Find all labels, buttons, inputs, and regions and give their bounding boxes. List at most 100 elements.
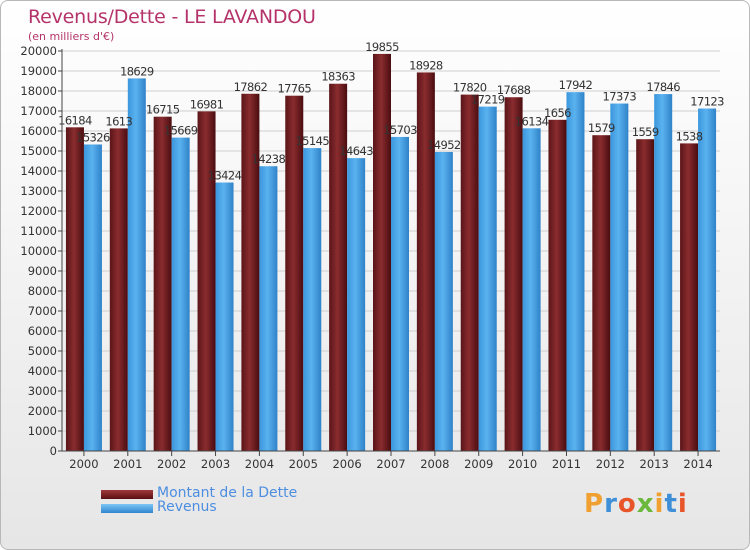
logo-letter: r [604, 489, 618, 519]
bar-revenus [259, 166, 278, 452]
logo-letter: P [584, 489, 605, 519]
x-tick-label: 2002 [157, 457, 186, 471]
data-label: 17765 [277, 82, 311, 96]
y-tick-label: 14000 [20, 164, 57, 178]
bar-revenus [83, 144, 102, 452]
data-label: 16715 [146, 103, 180, 117]
y-tick-label: 2000 [28, 404, 57, 418]
x-tick-label: 2006 [332, 457, 361, 471]
y-tick-label: 9000 [28, 264, 57, 278]
legend-swatch-dette [101, 490, 153, 499]
x-tick-label: 2009 [464, 457, 493, 471]
legend-swatch-revenus [101, 504, 153, 513]
x-tick-label: 2011 [552, 457, 581, 471]
y-tick-label: 20000 [20, 44, 57, 58]
bar-dette [197, 111, 216, 451]
x-tick-labels: 2000 2001 2002 2003 2004 2005 2006 2007 2008 2009… [69, 457, 712, 471]
y-tick-label: 6000 [28, 324, 57, 338]
data-label: 17373 [603, 90, 637, 104]
bar-dette [548, 119, 567, 452]
data-label: 19855 [365, 40, 399, 54]
data-label: 15326 [76, 130, 110, 144]
chart-title: Revenus/Dette - LE LAVANDOU [28, 6, 316, 28]
data-label: 17862 [234, 80, 268, 94]
y-tick-label: 4000 [28, 364, 57, 378]
y-tick-label: 10000 [20, 244, 57, 258]
bars [65, 53, 717, 452]
bar-revenus [478, 106, 497, 452]
bar-revenus [391, 136, 409, 451]
y-tick-label: 13000 [20, 184, 57, 198]
logo-letter: i [677, 489, 688, 519]
data-label: 15669 [164, 124, 198, 138]
x-tick-label: 2000 [69, 457, 98, 471]
y-tick-label: 1000 [28, 424, 57, 438]
bar-revenus [171, 137, 190, 451]
x-tick-label: 2003 [201, 457, 230, 471]
data-label: 17123 [690, 95, 724, 109]
x-tick-label: 2008 [420, 457, 449, 471]
data-labels: 16184 15326 1613 18629 16715 15669 16981 13424 1… [58, 40, 725, 183]
bar-dette [109, 128, 128, 451]
bar-dette [504, 97, 523, 452]
y-tick-label: 0 [50, 444, 57, 458]
data-label: 13424 [208, 169, 242, 183]
bar-revenus [566, 92, 585, 451]
legend-label-dette: Montant de la Dette [157, 485, 298, 501]
x-tick-label: 2001 [113, 457, 142, 471]
y-tick-label: 12000 [20, 204, 57, 218]
data-label: 16184 [58, 113, 92, 127]
data-label: 1538 [676, 129, 703, 143]
bar-dette [241, 93, 260, 451]
data-label: 18928 [409, 58, 443, 72]
bar-dette [285, 95, 304, 451]
logo-letter: t [664, 489, 678, 519]
axes [61, 49, 720, 456]
y-tick-label: 18000 [20, 84, 57, 98]
data-label: 18629 [120, 64, 154, 78]
y-tick-label: 5000 [28, 344, 57, 358]
bar-dette [680, 143, 699, 451]
data-label: 17219 [471, 93, 505, 107]
logo-letter: i [654, 489, 665, 519]
bar-revenus [303, 148, 322, 451]
bar-revenus [215, 182, 234, 451]
bar-dette [592, 135, 611, 451]
data-label: 14952 [427, 138, 461, 152]
y-tick-label: 3000 [28, 384, 57, 398]
bar-dette [329, 83, 348, 452]
data-label: 1613 [105, 114, 132, 128]
proxiti-logo: Proxiti [584, 489, 688, 519]
bar-revenus [610, 103, 629, 451]
bar-revenus [347, 158, 366, 451]
y-tick-label: 16000 [20, 124, 57, 138]
data-label: 15703 [383, 123, 417, 137]
y-tick-label: 8000 [28, 284, 57, 298]
x-tick-label: 2010 [508, 457, 537, 471]
bar-dette [153, 116, 172, 451]
data-label: 14238 [252, 152, 286, 166]
bar-dette [416, 72, 435, 451]
x-tick-label: 2013 [640, 457, 669, 471]
data-label: 14643 [339, 144, 373, 158]
data-label: 15145 [295, 134, 329, 148]
data-label: 17820 [453, 81, 487, 95]
bar-dette [65, 127, 84, 451]
data-label: 17846 [646, 80, 680, 94]
data-label: 1559 [632, 125, 659, 139]
data-label: 16134 [515, 114, 549, 128]
x-tick-label: 2005 [289, 457, 318, 471]
y-tick-label: 7000 [28, 304, 57, 318]
bar-revenus [698, 108, 717, 451]
chart-subtitle: (en milliers d'€) [28, 30, 115, 43]
x-tick-label: 2014 [683, 457, 712, 471]
logo-letter: o [617, 489, 637, 519]
y-tick-label: 19000 [20, 64, 57, 78]
x-tick-label: 2012 [596, 457, 625, 471]
data-label: 16981 [190, 97, 224, 111]
bar-revenus [127, 78, 146, 452]
y-tick-label: 17000 [20, 104, 57, 118]
data-label: 1579 [588, 121, 615, 135]
data-label: 18363 [321, 70, 355, 84]
